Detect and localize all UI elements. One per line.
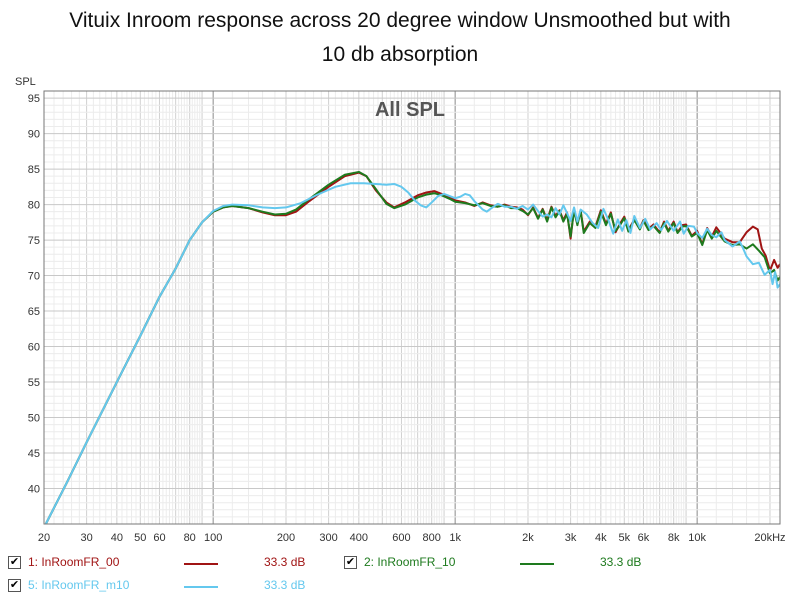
y-axis-label: SPL <box>15 76 36 88</box>
x-tick-label: 80 <box>184 532 196 544</box>
y-tick-label: 50 <box>28 413 40 425</box>
x-tick-label: 2k <box>522 532 534 544</box>
y-tick-label: 70 <box>28 271 40 283</box>
legend-value: 33.3 dB <box>264 578 306 592</box>
x-tick-label: 3k <box>565 532 577 544</box>
y-tick-label: 95 <box>28 93 40 105</box>
plot-frame <box>43 90 781 525</box>
y-tick-label: 90 <box>28 129 40 141</box>
series-group <box>44 170 780 524</box>
x-tick-label: 40 <box>111 532 123 544</box>
x-tick-label: 10k <box>688 532 706 544</box>
y-tick-label: 60 <box>28 342 40 354</box>
legend-value: 33.3 dB <box>264 555 306 569</box>
chart-title-line-2: 10 db absorption <box>321 43 479 66</box>
legend-line-swatch <box>184 586 218 588</box>
legend-series-name: 1: InRoomFR_00 <box>28 555 120 569</box>
legend-series-name: 2: InRoomFR_10 <box>364 555 456 569</box>
x-tick-label: 8k <box>668 532 680 544</box>
x-tick-label: 800 <box>423 532 441 544</box>
plot-label: All SPL <box>375 99 445 121</box>
legend-value: 33.3 dB <box>600 555 642 569</box>
y-tick-label: 75 <box>28 235 40 247</box>
legend-series-name: 5: InRoomFR_m10 <box>28 578 130 592</box>
x-tick-label: 600 <box>392 532 410 544</box>
x-tick-label: 20kHz <box>754 532 785 544</box>
x-tick-label: 6k <box>638 532 650 544</box>
legend-checkbox[interactable]: ✔ <box>8 556 21 569</box>
chart-title-line-1: Vituix Inroom response across 20 degree … <box>69 9 731 32</box>
x-tick-label: 20 <box>38 532 50 544</box>
legend-checkbox[interactable]: ✔ <box>8 579 21 592</box>
legend-line-swatch <box>184 563 218 565</box>
x-tick-label: 200 <box>277 532 295 544</box>
legend-line-swatch <box>520 563 554 565</box>
series-line-3 <box>44 182 780 524</box>
x-tick-label: 400 <box>350 532 368 544</box>
x-tick-label: 300 <box>319 532 337 544</box>
y-tick-label: 80 <box>28 200 40 212</box>
x-tick-label: 5k <box>618 532 630 544</box>
x-tick-label: 4k <box>595 532 607 544</box>
x-tick-label: 50 <box>134 532 146 544</box>
x-tick-label: 1k <box>449 532 461 544</box>
y-tick-label: 45 <box>28 448 40 460</box>
y-tick-label: 55 <box>28 377 40 389</box>
y-tick-label: 40 <box>28 484 40 496</box>
y-tick-label: 65 <box>28 306 40 318</box>
x-tick-label: 30 <box>80 532 92 544</box>
y-tick-label: 85 <box>28 164 40 176</box>
x-tick-label: 100 <box>204 532 222 544</box>
grid-lines <box>43 90 781 525</box>
x-tick-label: 60 <box>153 532 165 544</box>
legend-checkbox[interactable]: ✔ <box>344 556 357 569</box>
